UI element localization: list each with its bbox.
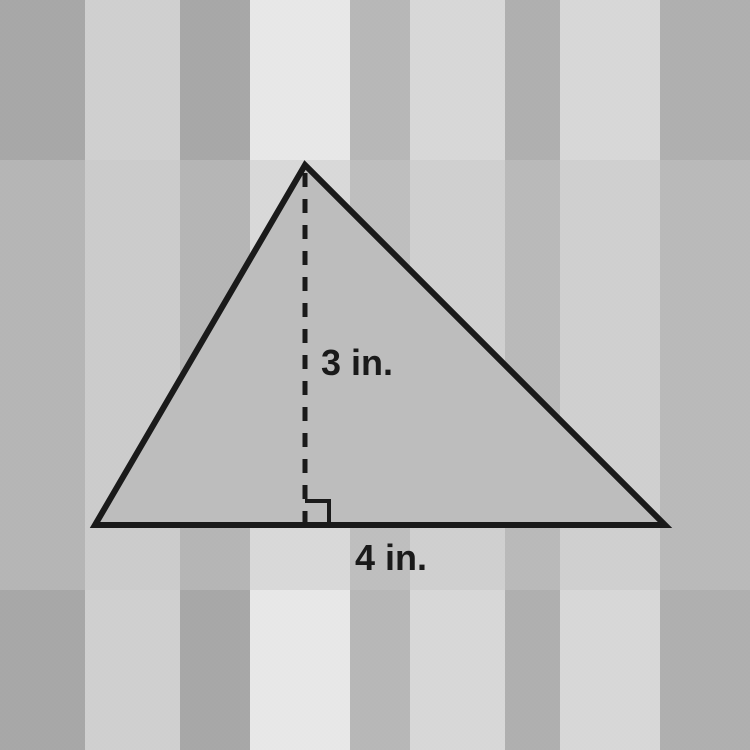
height-label: 3 in. xyxy=(321,342,393,383)
triangle-diagram: 3 in. 4 in. xyxy=(0,0,750,750)
triangle-figure: 3 in. 4 in. xyxy=(25,125,725,625)
base-label: 4 in. xyxy=(355,537,427,578)
